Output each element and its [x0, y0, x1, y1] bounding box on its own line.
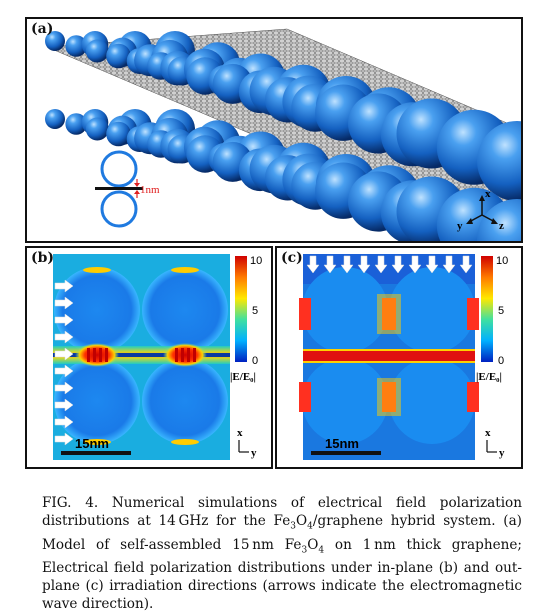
scale-bar: [311, 451, 381, 455]
incident-arrow: [306, 255, 320, 274]
fe3o4-sphere: [477, 121, 521, 201]
incident-arrow: [54, 296, 74, 310]
incident-arrow: [54, 330, 74, 344]
incident-arrow: [391, 255, 405, 274]
colorbar: [235, 256, 247, 362]
fe3o4-sphere: [45, 31, 65, 51]
inset-bottom-sphere: [100, 190, 138, 228]
incident-arrow: [54, 415, 74, 429]
colorbar: [481, 256, 493, 362]
field-sphere: [142, 358, 228, 444]
top-sphere-layer: [45, 31, 521, 201]
inset-top-sphere: [100, 150, 138, 188]
axis-z-label: z: [499, 220, 504, 232]
axis-x-label: x: [485, 188, 491, 200]
hotspot-right: [163, 343, 207, 367]
colorbar-label: |E/E₀|: [230, 371, 256, 383]
panel-b-field-map: 15nm 10 5 0 |E/E₀| x y: [53, 254, 262, 460]
panel-c-field-map: 15nm 10 5 0 |E/E₀| x y: [299, 254, 508, 460]
inset-diagram: 1nm: [95, 150, 160, 228]
panel-a-label: (a): [31, 21, 54, 37]
axis-indicator-b: x y: [237, 427, 257, 459]
figure-caption: FIG. 4. Numerical simulations of electri…: [42, 495, 522, 613]
field-sphere: [54, 358, 140, 444]
axis-triad-a: x y z: [457, 188, 504, 232]
incident-arrow: [54, 313, 74, 327]
svg-text:x: x: [485, 427, 491, 439]
field-sphere: [54, 267, 140, 353]
incident-arrow: [340, 255, 354, 274]
inset-arrowhead-down: [134, 190, 140, 194]
axis-indicator-c: x y: [485, 427, 505, 459]
colorbar-tick-min: 0: [498, 355, 504, 367]
incident-arrow: [374, 255, 388, 274]
fe3o4-sphere: [85, 39, 109, 63]
inset-sheet: [95, 187, 143, 190]
incident-arrow: [54, 398, 74, 412]
graphene-field-band: [303, 351, 475, 361]
incident-arrow: [54, 347, 74, 361]
colorbar-tick-max: 10: [250, 255, 262, 267]
svg-text:x: x: [237, 427, 243, 439]
incident-wave-arrows: [306, 255, 473, 274]
svg-text:y: y: [251, 447, 257, 459]
panel-a-model: 1nm x y z: [45, 28, 521, 241]
incident-wave-arrows: [54, 279, 74, 446]
field-sphere: [302, 358, 388, 444]
hotspot-left: [75, 343, 119, 367]
fe3o4-sphere: [45, 109, 65, 129]
panel-a: (a) 1nm x y z: [25, 17, 523, 243]
fe3o4-sphere: [65, 113, 87, 135]
field-sphere: [142, 267, 228, 353]
fe3o4-sphere: [85, 117, 109, 141]
colorbar-label: |E/E₀|: [476, 371, 502, 383]
colorbar-tick-min: 0: [252, 355, 258, 367]
inset-arrowhead-up: [134, 183, 140, 187]
incident-arrow: [54, 279, 74, 293]
fe3o4-sphere: [106, 43, 131, 69]
scale-bar-label: 15nm: [75, 436, 109, 451]
incident-arrow: [425, 255, 439, 274]
scale-bar: [61, 451, 131, 455]
incident-arrow: [54, 432, 74, 446]
side-hotspots: [299, 294, 479, 416]
field-sphere: [389, 358, 475, 444]
panel-c: (c) 15nm 10 5 0 |E/E₀|: [275, 246, 523, 469]
incident-arrow: [323, 255, 337, 274]
panel-b: (b): [25, 246, 273, 469]
svg-text:y: y: [499, 447, 505, 459]
colorbar-tick-max: 10: [496, 255, 508, 267]
incident-arrow: [357, 255, 371, 274]
axis-y-label: y: [457, 220, 463, 232]
panel-b-label: (b): [31, 250, 55, 266]
scale-bar-label: 15nm: [325, 436, 359, 451]
fe3o4-sphere: [106, 121, 131, 147]
fe3o4-sphere: [65, 35, 87, 57]
field-sphere: [302, 267, 388, 353]
incident-arrow: [54, 381, 74, 395]
incident-arrow: [54, 364, 74, 378]
inset-thickness-label: 1nm: [140, 184, 160, 196]
incident-arrow: [442, 255, 456, 274]
colorbar-tick-mid: 5: [498, 305, 504, 317]
incident-arrow: [408, 255, 422, 274]
bottom-sphere-layer: [45, 109, 521, 241]
field-sphere: [389, 267, 475, 353]
incident-arrow: [459, 255, 473, 274]
colorbar-tick-mid: 5: [252, 305, 258, 317]
fe3o4-sphere: [477, 199, 521, 241]
panel-c-label: (c): [281, 250, 303, 266]
